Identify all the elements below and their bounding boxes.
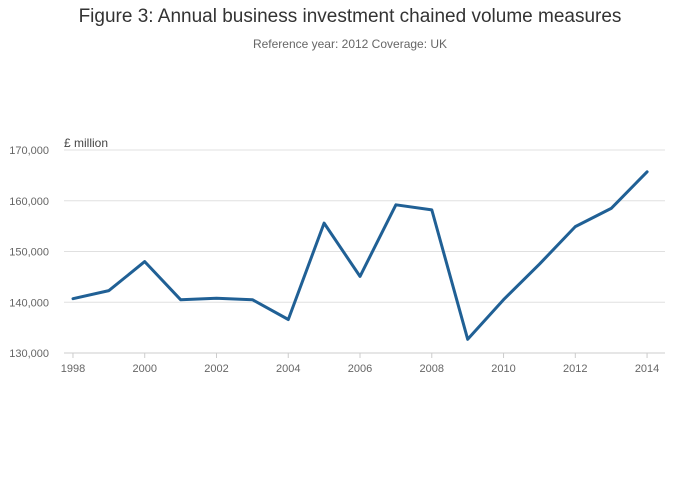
y-tick-label: 130,000 <box>9 348 49 360</box>
x-tick-label: 1998 <box>61 363 85 375</box>
x-tick-label: 2004 <box>276 363 300 375</box>
series-group <box>71 170 649 341</box>
y-axis-ticks: 130,000 140,000 150,000 160,000 170,000 <box>9 145 49 360</box>
chart-title: Figure 3: Annual business investment cha… <box>78 6 622 27</box>
x-tick-label: 2008 <box>420 363 444 375</box>
x-tick-label: 2000 <box>132 363 156 375</box>
x-tick-label: 2006 <box>348 363 372 375</box>
gridlines <box>64 149 665 303</box>
x-tick-label: 2010 <box>491 363 515 375</box>
chart-subtitle: Reference year: 2012 Coverage: UK <box>252 37 448 51</box>
x-tick-label: 2002 <box>204 363 228 375</box>
y-tick-label: 150,000 <box>9 247 49 259</box>
y-tick-label: 140,000 <box>9 297 49 309</box>
y-tick-label: 170,000 <box>9 145 49 157</box>
series-line <box>71 170 649 341</box>
x-tick-label: 2012 <box>563 363 587 375</box>
x-tick-label: 2014 <box>635 363 659 375</box>
y-axis-label: £ million <box>64 136 108 150</box>
y-tick-label: 160,000 <box>9 196 49 208</box>
x-axis-ticks: 1998 2000 2002 2004 2006 2008 2010 2012 2014 <box>61 353 659 375</box>
